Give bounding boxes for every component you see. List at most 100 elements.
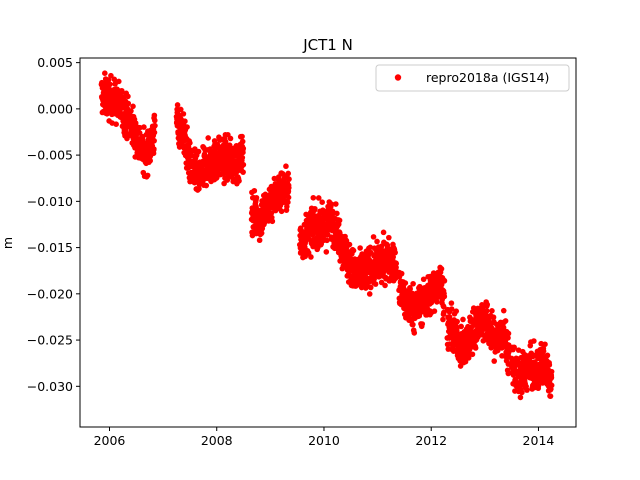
data-point <box>286 176 292 182</box>
data-point <box>310 194 317 201</box>
data-point <box>350 247 357 254</box>
x-axis-ticks: 2006 2008 2010 2012 2014 <box>94 427 554 448</box>
data-point <box>548 382 555 389</box>
data-point <box>251 187 258 194</box>
data-point <box>453 308 460 314</box>
x-tick-label: 2010 <box>308 433 340 448</box>
data-point <box>367 244 374 251</box>
data-point <box>236 178 242 184</box>
data-point <box>374 238 380 245</box>
data-point <box>411 330 418 336</box>
data-point <box>357 245 363 251</box>
data-point <box>398 270 405 277</box>
data-point <box>286 185 292 191</box>
data-point <box>187 140 193 146</box>
data-point <box>441 293 448 300</box>
data-point <box>462 358 469 365</box>
data-point <box>118 87 125 94</box>
data-point <box>222 139 229 145</box>
y-tick-label: −0.015 <box>27 240 73 255</box>
data-point <box>542 341 548 348</box>
data-point <box>130 103 136 110</box>
data-point <box>465 355 472 361</box>
data-point <box>441 278 448 284</box>
data-point <box>336 217 343 224</box>
data-point <box>454 318 460 325</box>
data-point <box>367 284 374 291</box>
data-point <box>319 199 325 205</box>
data-point <box>203 182 210 189</box>
data-point <box>490 314 497 321</box>
y-tick-label: 0.000 <box>37 101 73 116</box>
data-point <box>108 72 114 79</box>
data-point <box>370 234 377 240</box>
data-point <box>269 218 276 225</box>
scatter-points <box>98 70 555 401</box>
x-tick-label: 2006 <box>94 433 126 448</box>
data-point <box>448 300 455 306</box>
data-point <box>382 282 388 289</box>
data-point <box>458 323 464 330</box>
data-point <box>410 321 416 328</box>
data-point <box>548 374 555 381</box>
data-point <box>402 280 409 286</box>
data-point <box>502 318 509 324</box>
data-point <box>256 237 263 244</box>
y-tick-label: −0.020 <box>27 286 73 301</box>
data-point <box>115 78 122 85</box>
data-point <box>278 208 285 215</box>
data-point <box>483 308 490 314</box>
data-point <box>392 249 398 256</box>
data-point <box>500 324 507 331</box>
legend-label: repro2018a (IGS14) <box>426 70 549 85</box>
data-point <box>506 349 512 355</box>
data-point <box>540 348 547 354</box>
data-point <box>328 201 335 207</box>
data-point <box>174 102 181 108</box>
data-point <box>285 194 292 201</box>
data-point <box>312 205 318 212</box>
data-point <box>125 93 131 100</box>
data-point <box>343 237 350 244</box>
x-tick-label: 2008 <box>201 433 233 448</box>
data-point <box>323 249 330 255</box>
data-point <box>285 170 292 177</box>
data-point <box>393 260 400 267</box>
data-point <box>111 76 118 83</box>
data-point <box>240 169 246 175</box>
data-point <box>113 121 119 127</box>
data-point <box>102 70 108 76</box>
legend: repro2018a (IGS14) <box>375 64 570 92</box>
data-point <box>144 172 151 179</box>
data-point <box>505 335 511 341</box>
data-point <box>205 135 211 141</box>
data-point <box>334 210 340 217</box>
data-point <box>240 161 247 168</box>
data-point <box>151 146 157 152</box>
data-point <box>380 229 387 236</box>
data-point <box>128 108 134 114</box>
data-point <box>548 368 555 375</box>
data-point <box>484 301 491 308</box>
data-point <box>366 291 373 297</box>
data-point <box>407 286 413 292</box>
data-point <box>386 234 392 241</box>
data-point <box>448 306 455 312</box>
data-point <box>284 203 290 210</box>
data-point <box>544 352 551 359</box>
data-point <box>419 321 426 327</box>
y-tick-label: −0.030 <box>27 379 73 394</box>
data-point <box>253 194 260 201</box>
data-point <box>434 299 440 305</box>
data-point <box>390 254 397 260</box>
data-point <box>239 154 246 161</box>
data-point <box>431 308 438 314</box>
data-point <box>372 281 379 287</box>
data-point <box>105 77 112 83</box>
data-point <box>346 241 353 248</box>
legend-marker-icon <box>394 74 402 81</box>
data-point <box>239 133 245 140</box>
data-point <box>224 177 231 183</box>
data-point <box>125 100 132 107</box>
